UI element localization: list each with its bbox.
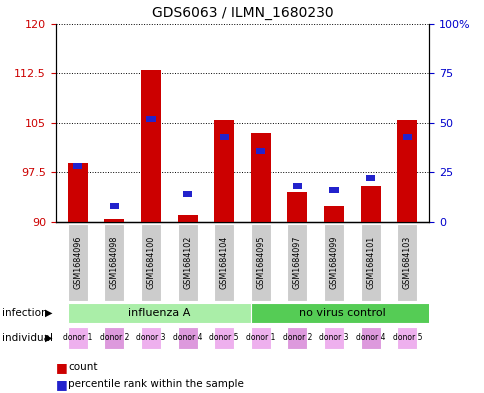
Text: GSM1684103: GSM1684103 — [402, 236, 411, 289]
Text: count: count — [68, 362, 97, 373]
Bar — [68, 224, 88, 301]
Bar — [396, 327, 416, 349]
Bar — [104, 224, 124, 301]
Bar — [323, 224, 343, 301]
Bar — [360, 185, 380, 222]
Text: donor 5: donor 5 — [209, 333, 239, 342]
Bar — [402, 134, 411, 140]
Bar — [182, 191, 192, 197]
Bar — [68, 162, 88, 222]
Bar — [287, 327, 307, 349]
Text: donor 2: donor 2 — [100, 333, 129, 342]
Bar — [250, 133, 271, 222]
Bar — [213, 327, 234, 349]
Bar — [141, 327, 161, 349]
Bar — [287, 224, 307, 301]
Text: GSM1684104: GSM1684104 — [219, 236, 228, 289]
Bar — [323, 327, 343, 349]
Text: donor 4: donor 4 — [172, 333, 202, 342]
Bar — [68, 303, 250, 323]
Bar — [396, 224, 416, 301]
Bar — [360, 327, 380, 349]
Bar — [213, 224, 234, 301]
Bar — [109, 203, 119, 209]
Bar — [287, 192, 307, 222]
Bar — [396, 119, 416, 222]
Title: GDS6063 / ILMN_1680230: GDS6063 / ILMN_1680230 — [151, 6, 333, 20]
Text: donor 3: donor 3 — [318, 333, 348, 342]
Bar — [73, 163, 82, 169]
Text: GSM1684098: GSM1684098 — [110, 236, 119, 289]
Bar — [141, 70, 161, 222]
Text: ▶: ▶ — [45, 308, 52, 318]
Bar — [292, 184, 302, 189]
Bar — [250, 303, 433, 323]
Bar — [323, 206, 343, 222]
Text: GSM1684099: GSM1684099 — [329, 235, 338, 289]
Text: influenza A: influenza A — [128, 308, 190, 318]
Bar — [177, 327, 197, 349]
Bar — [365, 175, 375, 181]
Text: donor 3: donor 3 — [136, 333, 166, 342]
Text: donor 1: donor 1 — [63, 333, 92, 342]
Bar — [256, 148, 265, 154]
Text: donor 4: donor 4 — [355, 333, 385, 342]
Bar — [68, 327, 88, 349]
Text: GSM1684097: GSM1684097 — [292, 235, 302, 289]
Text: infection: infection — [2, 308, 48, 318]
Text: GSM1684100: GSM1684100 — [146, 236, 155, 289]
Text: GSM1684096: GSM1684096 — [73, 236, 82, 289]
Bar — [177, 215, 197, 222]
Text: individual: individual — [2, 332, 53, 343]
Bar — [250, 327, 271, 349]
Bar — [141, 224, 161, 301]
Bar — [360, 224, 380, 301]
Bar — [250, 224, 271, 301]
Text: percentile rank within the sample: percentile rank within the sample — [68, 379, 243, 389]
Bar — [329, 187, 338, 193]
Text: GSM1684101: GSM1684101 — [365, 236, 374, 289]
Bar — [213, 119, 234, 222]
Text: donor 2: donor 2 — [282, 333, 312, 342]
Bar — [146, 116, 155, 122]
Text: donor 1: donor 1 — [245, 333, 275, 342]
Bar — [177, 224, 197, 301]
Text: donor 5: donor 5 — [392, 333, 421, 342]
Text: no virus control: no virus control — [298, 308, 385, 318]
Text: ▶: ▶ — [45, 332, 52, 343]
Text: ■: ■ — [56, 378, 67, 391]
Text: GSM1684102: GSM1684102 — [182, 236, 192, 289]
Text: ■: ■ — [56, 361, 67, 374]
Bar — [104, 327, 124, 349]
Text: GSM1684095: GSM1684095 — [256, 235, 265, 289]
Bar — [104, 219, 124, 222]
Bar — [219, 134, 228, 140]
